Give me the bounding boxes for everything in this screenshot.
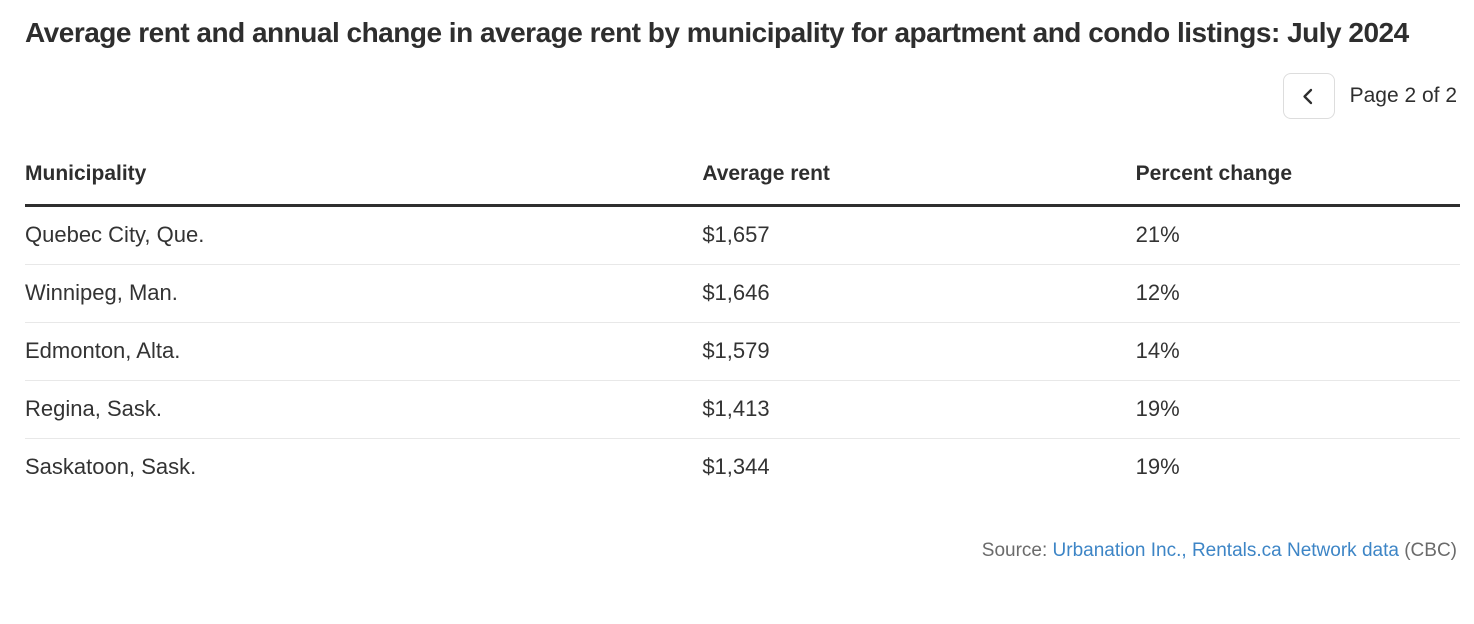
- pagination-bar: Page 2 of 2: [25, 73, 1460, 119]
- source-attribution: Source: Urbanation Inc., Rentals.ca Netw…: [25, 540, 1460, 562]
- cell-percent-change: 19%: [1135, 454, 1180, 479]
- page-indicator: Page 2 of 2: [1349, 84, 1457, 107]
- table-row: Quebec City, Que. $1,657 21%: [25, 205, 1460, 265]
- cell-municipality: Saskatoon, Sask.: [25, 454, 197, 479]
- chevron-left-icon: [1299, 87, 1318, 106]
- cell-average-rent: $1,413: [702, 380, 1136, 439]
- source-suffix-label: (CBC): [1398, 540, 1457, 561]
- column-header-average-rent: Average rent: [702, 162, 1136, 207]
- cell-municipality: Edmonton, Alta.: [25, 322, 703, 381]
- cell-municipality: Quebec City, Que.: [25, 205, 703, 265]
- previous-page-button[interactable]: [1282, 73, 1335, 119]
- source-link[interactable]: Urbanation Inc., Rentals.ca Network data: [1052, 540, 1399, 561]
- cell-percent-change: 19%: [1135, 380, 1460, 439]
- table-row: Winnipeg, Man. $1,646 12%: [25, 264, 1460, 323]
- cell-average-rent: $1,657: [702, 205, 1136, 265]
- column-header-percent-change: Percent change: [1135, 162, 1460, 207]
- table-header-row: Municipality Average rent Percent change: [25, 162, 1460, 207]
- cell-percent-change: 14%: [1135, 322, 1460, 381]
- cell-average-rent: $1,344: [702, 454, 770, 479]
- cell-average-rent: $1,646: [702, 264, 1136, 323]
- table-row: Edmonton, Alta. $1,579 14%: [25, 322, 1460, 381]
- cell-percent-change: 21%: [1135, 205, 1460, 265]
- cell-percent-change: 12%: [1135, 264, 1460, 323]
- cell-municipality: Regina, Sask.: [25, 380, 703, 439]
- cell-municipality: Winnipeg, Man.: [25, 264, 703, 323]
- rent-data-table: Municipality Average rent Percent change…: [25, 162, 1460, 496]
- table-row: Regina, Sask. $1,413 19%: [25, 380, 1460, 439]
- column-header-municipality: Municipality: [25, 162, 703, 207]
- source-prefix-label: Source:: [981, 540, 1053, 561]
- table-row: Saskatoon, Sask. $1,344 19%: [25, 439, 1460, 497]
- cell-average-rent: $1,579: [702, 322, 1136, 381]
- page-title: Average rent and annual change in averag…: [25, 17, 1409, 48]
